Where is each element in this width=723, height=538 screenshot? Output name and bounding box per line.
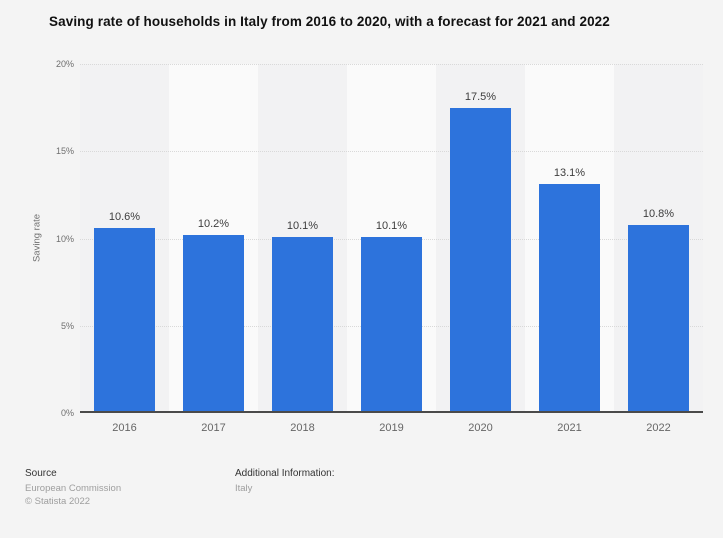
footer-source-column: Source European Commission © Statista 20… (25, 468, 121, 508)
footer-source-line: European Commission (25, 483, 122, 494)
y-tick-label: 5% (60, 320, 74, 331)
y-tick-label: 20% (55, 59, 74, 69)
bar[interactable] (628, 224, 689, 413)
bar-value-label: 10.6% (108, 211, 141, 224)
footer-additional-heading: Additional Information: (235, 468, 335, 479)
bar[interactable] (361, 236, 422, 413)
bar[interactable] (539, 184, 600, 413)
gridline (80, 151, 703, 153)
bar-value-label: 13.1% (553, 167, 586, 180)
gridline (80, 64, 703, 65)
bar-value-label: 17.5% (464, 90, 497, 103)
x-tick-label: 2018 (290, 422, 315, 434)
plot-area: 10.6% 10.2% 10.1% 10.1% 17.5% 13.1% 10.8% (80, 64, 703, 413)
x-tick-label: 2016 (112, 422, 137, 434)
bar[interactable] (450, 107, 511, 413)
footer-source-heading: Source (25, 468, 57, 479)
bar[interactable] (272, 236, 333, 413)
y-axis-title: Saving rate (31, 213, 43, 263)
x-tick-label: 2017 (201, 422, 226, 434)
y-tick-label: 15% (55, 146, 74, 157)
bar[interactable] (94, 228, 155, 413)
y-tick-label: 10% (55, 233, 74, 244)
x-tick-label: 2020 (468, 422, 493, 434)
chart-title: Saving rate of households in Italy from … (49, 14, 610, 29)
footer-copyright-line: © Statista 2022 (25, 496, 91, 507)
y-axis-ticks: 0% 5% 10% 15% 20% (0, 59, 74, 418)
bar-value-label: 10.1% (375, 219, 408, 232)
footer-additional-column: Additional Information: Italy (235, 468, 335, 495)
x-axis-ticks: 2016 2017 2018 2019 2020 2021 2022 (80, 422, 703, 438)
x-tick-label: 2022 (646, 422, 671, 434)
bar[interactable] (183, 235, 244, 413)
bar-value-label: 10.8% (642, 207, 675, 220)
x-axis-line (80, 411, 703, 413)
footer-additional-line: Italy (235, 483, 253, 494)
bar-value-label: 10.1% (286, 219, 319, 232)
y-tick-label: 0% (60, 408, 74, 418)
x-tick-label: 2019 (379, 422, 404, 434)
x-tick-label: 2021 (557, 422, 582, 434)
bar-value-label: 10.2% (197, 218, 230, 230)
